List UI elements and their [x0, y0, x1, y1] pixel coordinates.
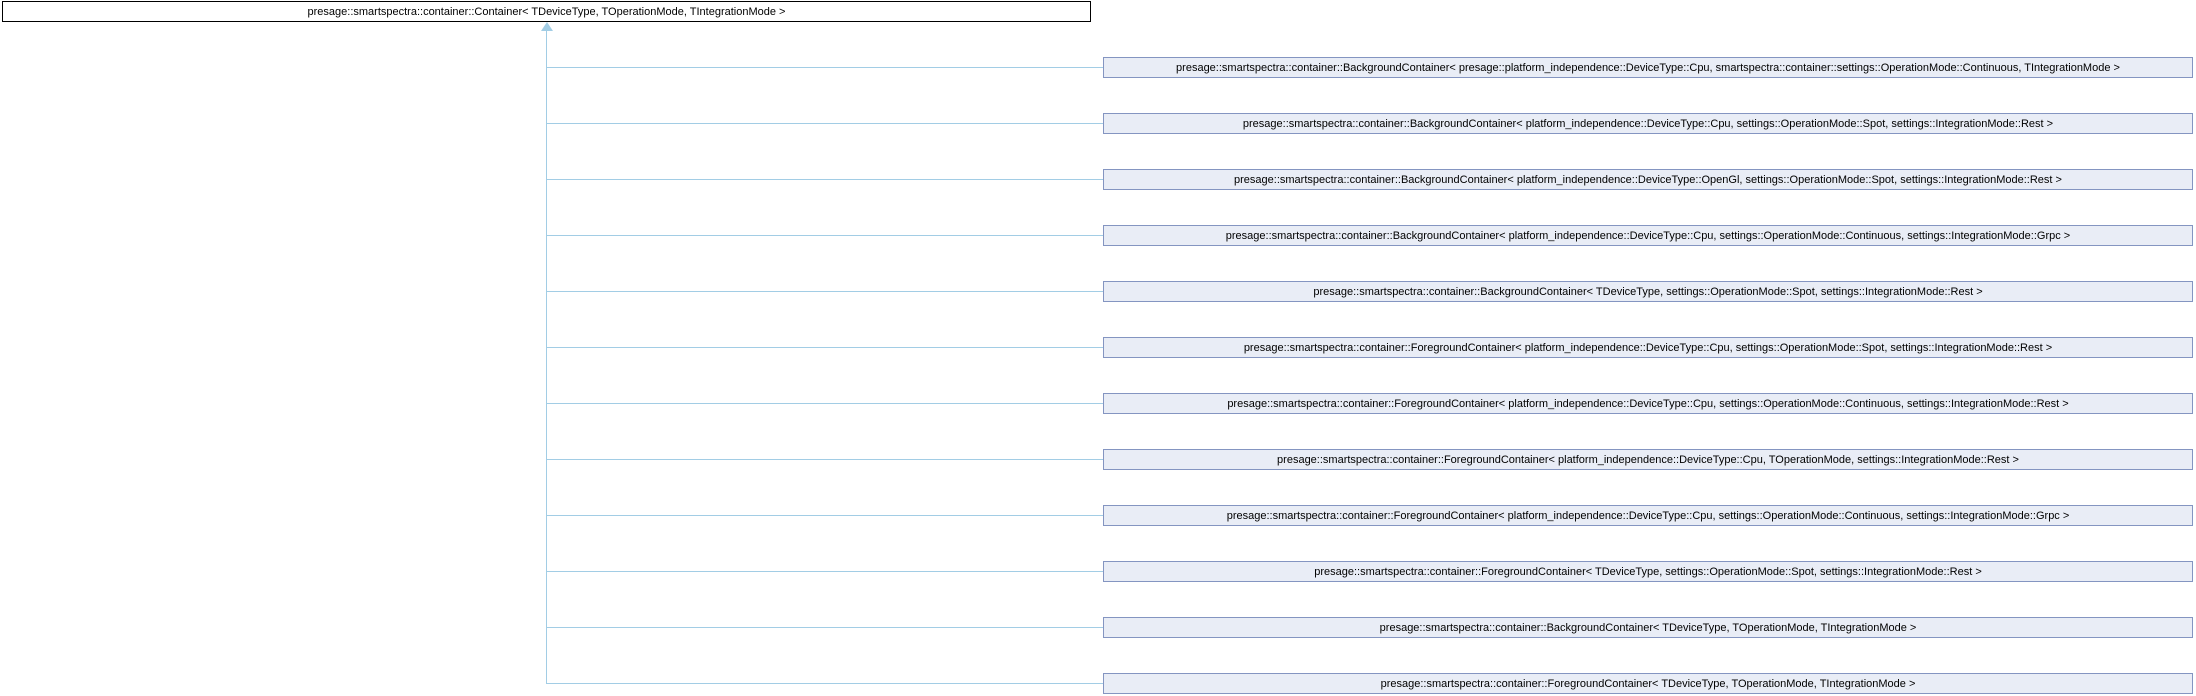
inheritance-branch-line	[546, 403, 1104, 404]
inheritance-branch-line	[546, 123, 1104, 124]
inheritance-branch-line	[546, 683, 1104, 684]
base-class-label: presage::smartspectra::container::Contai…	[307, 5, 786, 18]
derived-class-label: presage::smartspectra::container::Foregr…	[1226, 509, 2070, 522]
inheritance-branch-line	[546, 347, 1104, 348]
inheritance-branch-line	[546, 459, 1104, 460]
derived-class-node[interactable]: presage::smartspectra::container::Backgr…	[1103, 225, 2193, 246]
derived-class-label: presage::smartspectra::container::Backgr…	[1234, 173, 2062, 186]
derived-class-label: presage::smartspectra::container::Backgr…	[1225, 229, 2071, 242]
inheritance-trunk-line	[546, 30, 547, 684]
inheritance-branch-line	[546, 571, 1104, 572]
derived-class-label: presage::smartspectra::container::Foregr…	[1227, 397, 2069, 410]
inheritance-branch-line	[546, 515, 1104, 516]
derived-class-label: presage::smartspectra::container::Backgr…	[1379, 621, 1917, 634]
inheritance-branch-line	[546, 627, 1104, 628]
derived-class-label: presage::smartspectra::container::Foregr…	[1314, 565, 1982, 578]
derived-class-node[interactable]: presage::smartspectra::container::Backgr…	[1103, 57, 2193, 78]
base-class-node: presage::smartspectra::container::Contai…	[2, 1, 1091, 22]
derived-class-node[interactable]: presage::smartspectra::container::Foregr…	[1103, 505, 2193, 526]
derived-class-node[interactable]: presage::smartspectra::container::Foregr…	[1103, 449, 2193, 470]
inheritance-branch-line	[546, 291, 1104, 292]
derived-class-label: presage::smartspectra::container::Foregr…	[1380, 677, 1916, 690]
derived-class-node[interactable]: presage::smartspectra::container::Backgr…	[1103, 113, 2193, 134]
inheritance-branch-line	[546, 235, 1104, 236]
derived-class-label: presage::smartspectra::container::Backgr…	[1176, 61, 2120, 74]
inheritance-branch-line	[546, 179, 1104, 180]
derived-class-node[interactable]: presage::smartspectra::container::Backgr…	[1103, 281, 2193, 302]
derived-class-node[interactable]: presage::smartspectra::container::Foregr…	[1103, 673, 2193, 694]
derived-class-node[interactable]: presage::smartspectra::container::Backgr…	[1103, 617, 2193, 638]
derived-class-node[interactable]: presage::smartspectra::container::Backgr…	[1103, 169, 2193, 190]
derived-class-node[interactable]: presage::smartspectra::container::Foregr…	[1103, 393, 2193, 414]
inheritance-branch-line	[546, 67, 1104, 68]
derived-class-node[interactable]: presage::smartspectra::container::Foregr…	[1103, 561, 2193, 582]
derived-class-label: presage::smartspectra::container::Foregr…	[1243, 341, 2053, 354]
derived-class-label: presage::smartspectra::container::Backgr…	[1313, 285, 1983, 298]
derived-class-label: presage::smartspectra::container::Foregr…	[1277, 453, 2019, 466]
derived-class-label: presage::smartspectra::container::Backgr…	[1242, 117, 2054, 130]
inheritance-arrow-icon	[541, 22, 553, 31]
derived-class-node[interactable]: presage::smartspectra::container::Foregr…	[1103, 337, 2193, 358]
